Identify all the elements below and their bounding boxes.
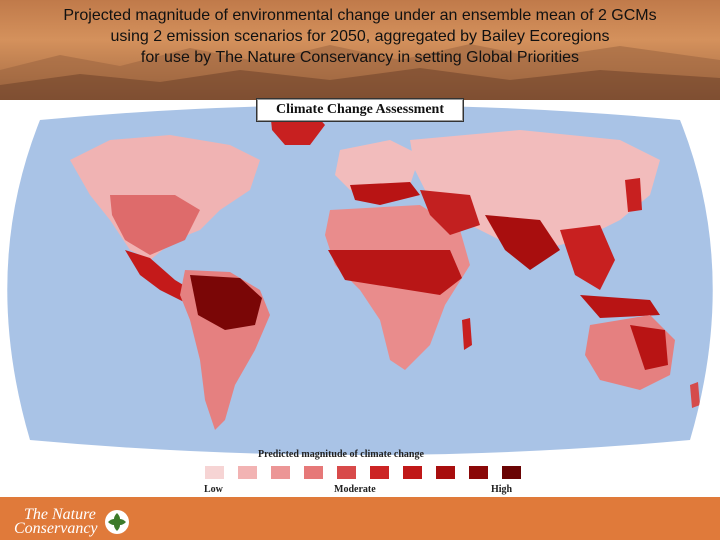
new-zealand (690, 382, 700, 408)
title-line-1: Projected magnitude of environmental cha… (63, 7, 657, 24)
legend-swatches (205, 466, 525, 480)
legend-swatch (337, 466, 356, 479)
legend-swatch (205, 466, 224, 479)
south-asia (485, 215, 560, 270)
indonesia (580, 295, 660, 318)
australia-east (630, 325, 668, 370)
legend-swatch (370, 466, 389, 479)
japan (625, 178, 642, 212)
legend-swatch (469, 466, 488, 479)
page-title: Projected magnitude of environmental cha… (10, 5, 710, 68)
southeast-asia (560, 225, 615, 290)
madagascar (462, 318, 472, 350)
map-panel (0, 100, 720, 497)
title-banner: Projected magnitude of environmental cha… (0, 0, 720, 100)
legend-title: Predicted magnitude of climate change (258, 449, 424, 460)
europe (335, 140, 420, 195)
legend-swatch (403, 466, 422, 479)
leaf-icon (105, 510, 129, 534)
map-banner: Climate Change Assessment (256, 98, 464, 122)
title-line-2: using 2 emission scenarios for 2050, agg… (110, 28, 610, 45)
legend-swatch (502, 466, 521, 479)
nature-conservancy-logo: The Nature Conservancy (6, 506, 132, 538)
mediterranean-rim (350, 182, 420, 205)
amazon (190, 275, 262, 330)
legend-high-label: High (491, 484, 513, 495)
world-map (7, 105, 713, 455)
middle-east (420, 190, 480, 235)
title-line-3: for use by The Nature Conservancy in set… (140, 49, 580, 66)
mountain-backdrop (0, 44, 720, 100)
logo-line-1: The Nature (24, 506, 96, 523)
legend-swatch (436, 466, 455, 479)
legend-moderate-label: Moderate (334, 484, 376, 495)
logo-line-2: Conservancy (14, 520, 98, 537)
sahel-band (328, 250, 462, 295)
legend-low-label: Low (204, 484, 223, 495)
legend-swatch (304, 466, 323, 479)
legend-swatch (238, 466, 257, 479)
usa-region (110, 195, 200, 255)
legend-swatch (271, 466, 290, 479)
